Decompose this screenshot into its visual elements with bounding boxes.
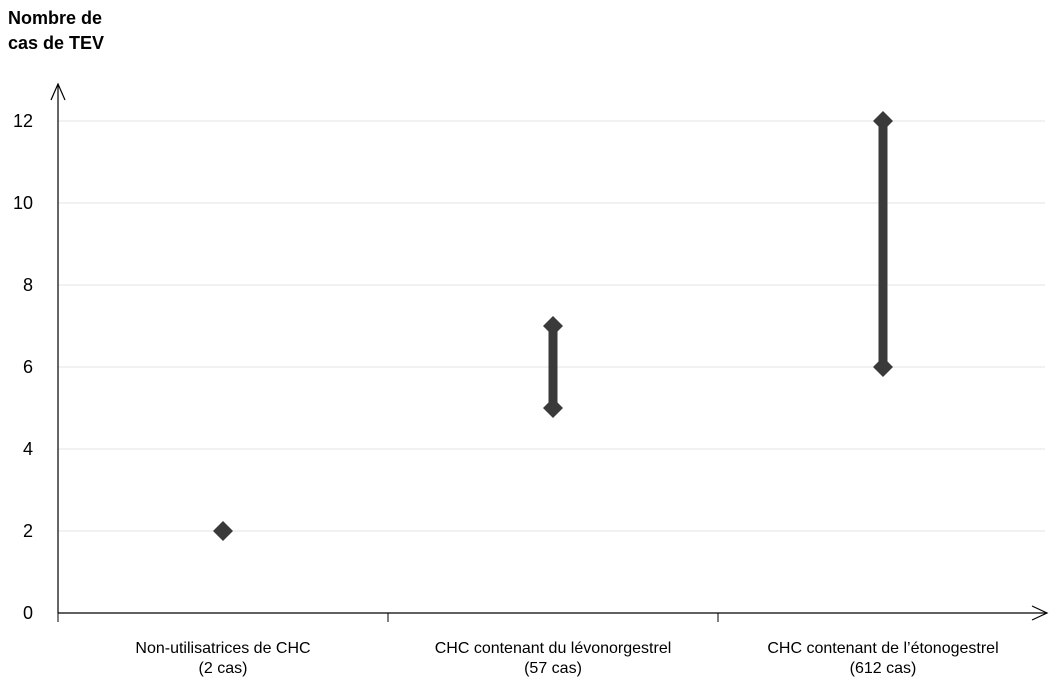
y-tick-label-10: 10 (13, 193, 33, 213)
y-axis-title-line-2: cas de TEV (8, 33, 105, 53)
y-tick-label-0: 0 (23, 603, 33, 623)
x-category-label-1-line-1: CHC contenant du lévonorgestrel (435, 640, 672, 657)
y-tick-label-8: 8 (23, 275, 33, 295)
y-axis-arrowhead (50, 82, 66, 101)
x-category-label-0-line-1: Non-utilisatrices de CHC (135, 640, 310, 657)
range-low-marker-2 (873, 357, 893, 377)
x-axis-arrowhead (1031, 605, 1049, 621)
y-tick-label-4: 4 (23, 439, 33, 459)
y-tick-label-12: 12 (13, 111, 33, 131)
range-high-marker-1 (543, 316, 563, 336)
x-category-label-1-line-2: (57 cas) (524, 660, 582, 677)
range-low-marker-0 (213, 521, 233, 541)
y-tick-label-6: 6 (23, 357, 33, 377)
x-category-label-2-line-1: CHC contenant de l’étonogestrel (767, 640, 998, 657)
x-category-label-2-line-2: (612 cas) (850, 660, 917, 677)
range-high-marker-2 (873, 111, 893, 131)
y-tick-label-2: 2 (23, 521, 33, 541)
y-axis-title-line-1: Nombre de (8, 8, 103, 28)
range-low-marker-1 (543, 398, 563, 418)
y-axis-title: Nombre de cas de TEV (8, 6, 168, 56)
x-category-label-0-line-2: (2 cas) (199, 660, 248, 677)
